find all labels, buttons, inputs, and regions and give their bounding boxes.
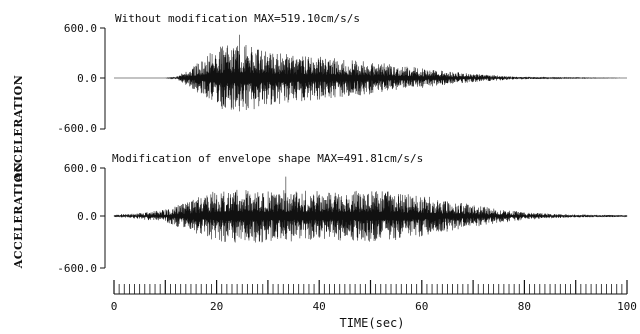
x-tick-label-40: 40 xyxy=(313,300,326,313)
chart-title-top: Without modification MAX=519.10cm/s/s xyxy=(115,12,360,25)
x-tick-label-0: 0 xyxy=(111,300,118,313)
time-axis: 0 20 40 60 80 100 TIME(sec) xyxy=(111,280,637,330)
x-tick-label-60: 60 xyxy=(415,300,428,313)
chart-title-bottom: Modification of envelope shape MAX=491.8… xyxy=(112,152,423,165)
x-tick-label-20: 20 xyxy=(210,300,223,313)
y-tick-label-top-600: 600.0 xyxy=(64,22,97,35)
y-tick-label-bottom-neg600: -600.0 xyxy=(57,262,97,275)
panel-without-modification: ACCELERATION Without modification MAX=51… xyxy=(12,12,627,182)
x-tick-label-100: 100 xyxy=(617,300,637,313)
x-tick-label-80: 80 xyxy=(518,300,531,313)
time-axis-minor-ticks xyxy=(113,280,628,294)
y-axis-label-top: ACCELERATION xyxy=(12,75,25,183)
y-tick-label-bottom-0: 0.0 xyxy=(77,210,97,223)
panel-modified-envelope: ACCELERATION Modification of envelope sh… xyxy=(12,152,628,275)
y-tick-label-bottom-600: 600.0 xyxy=(64,162,97,175)
acceleration-trace-modified-envelope xyxy=(113,176,628,243)
y-tick-label-top-neg600: -600.0 xyxy=(57,122,97,135)
y-tick-label-top-0: 0.0 xyxy=(77,72,97,85)
x-axis-label: TIME(sec) xyxy=(339,316,404,330)
y-axis-label-bottom: ACCELERATION xyxy=(12,162,25,270)
acceleration-trace-without-modification xyxy=(114,34,627,112)
